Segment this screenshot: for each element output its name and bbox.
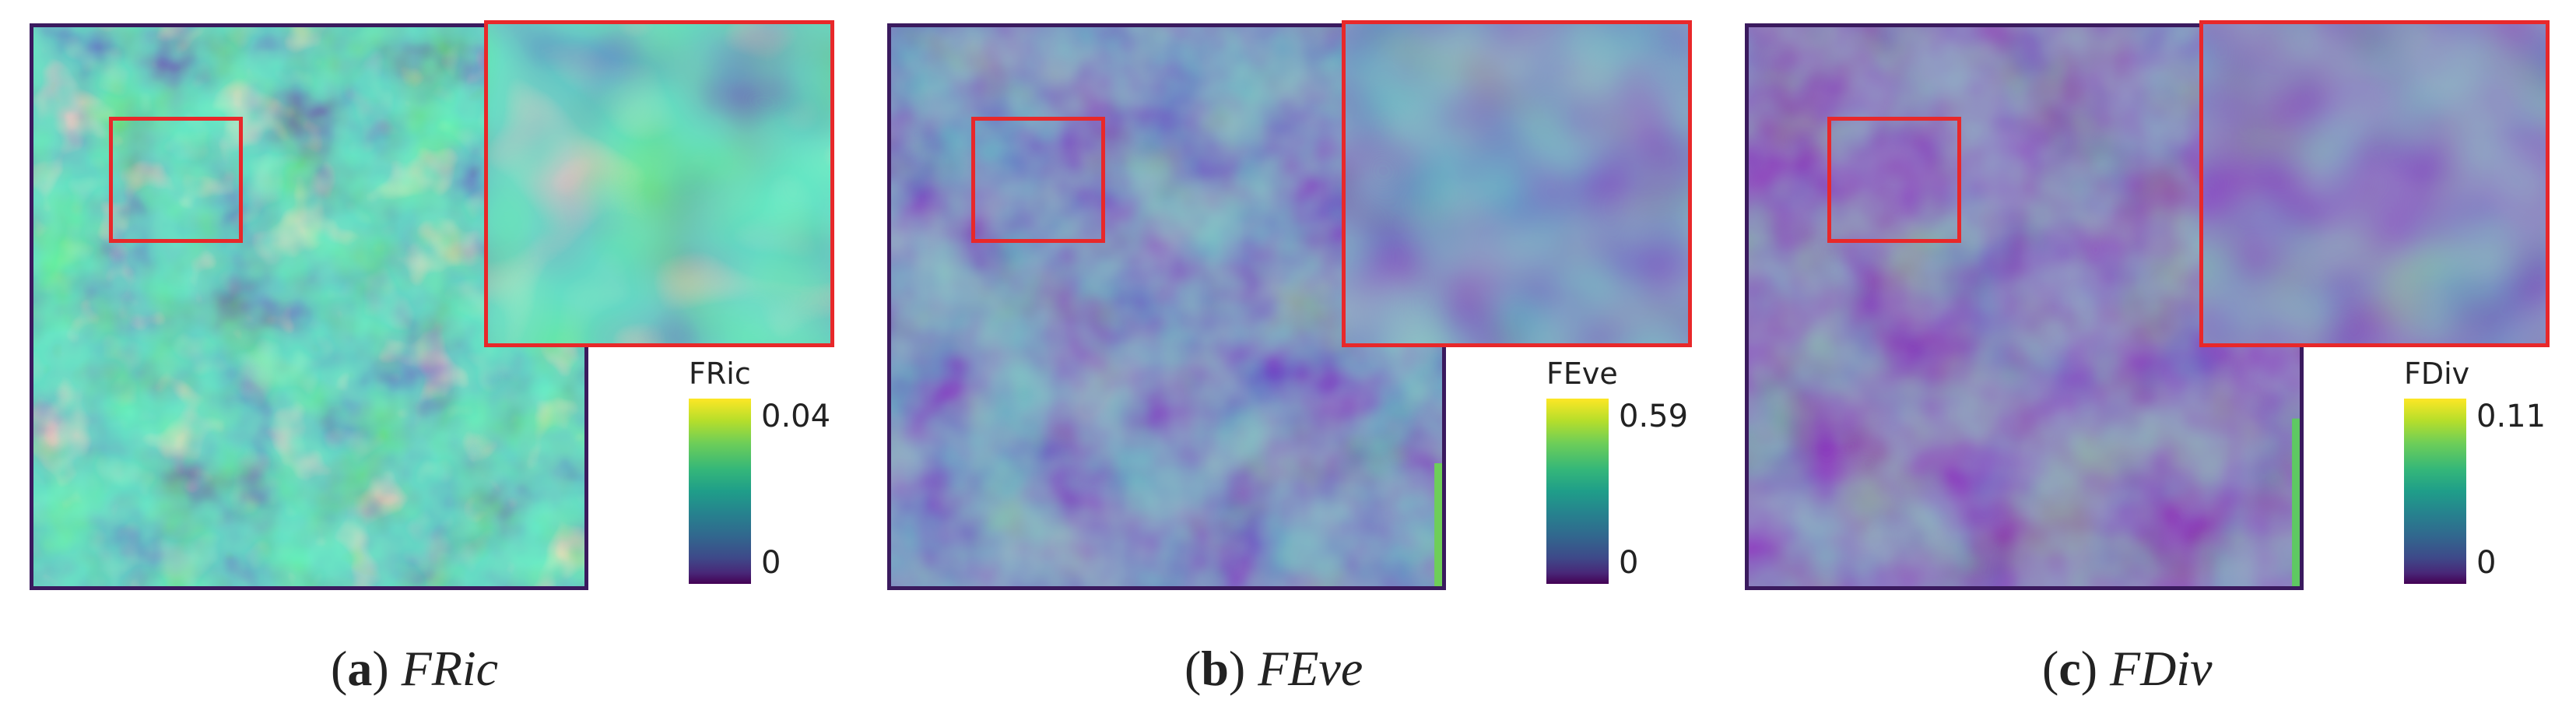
panel-caption: (c) FDiv (2042, 641, 2213, 696)
colorbar-max-label: 0.59 (1619, 399, 1689, 434)
zoom-inset (2199, 20, 2550, 347)
zoom-inset (1342, 20, 1692, 347)
colorbar (689, 399, 751, 584)
roi-box (1827, 117, 1961, 243)
zoom-inset-image (488, 24, 830, 343)
caption-name: FDiv (2110, 641, 2213, 696)
panel-a: FRic 0.04 0 (a) FRic (0, 0, 856, 724)
roi-box (109, 117, 243, 243)
panel-caption: (a) FRic (331, 641, 498, 696)
zoom-inset (484, 20, 834, 347)
caption-label: a (347, 641, 373, 696)
colorbar-title: FRic (689, 357, 751, 391)
colorbar-max-label: 0.11 (2476, 399, 2546, 434)
zoom-inset-image (1346, 24, 1688, 343)
caption-name: FRic (401, 641, 498, 696)
caption-label: c (2058, 641, 2081, 696)
colorbar-title: FDiv (2404, 357, 2470, 391)
zoom-inset-image (2203, 24, 2546, 343)
panel-caption: (b) FEve (1184, 641, 1363, 696)
colorbar (2404, 399, 2466, 584)
colorbar-max-label: 0.04 (761, 399, 831, 434)
caption-name: FEve (1258, 641, 1363, 696)
panel-b: FEve 0.59 0 (b) FEve (858, 0, 1714, 724)
colorbar-min-label: 0 (761, 545, 781, 581)
colorbar-min-label: 0 (1619, 545, 1639, 581)
colorbar (1546, 399, 1609, 584)
panel-c: FDiv 0.11 0 (c) FDiv (1715, 0, 2571, 724)
caption-label: b (1201, 641, 1229, 696)
colorbar-min-label: 0 (2476, 545, 2497, 581)
colorbar-title: FEve (1546, 357, 1618, 391)
roi-box (971, 117, 1105, 243)
